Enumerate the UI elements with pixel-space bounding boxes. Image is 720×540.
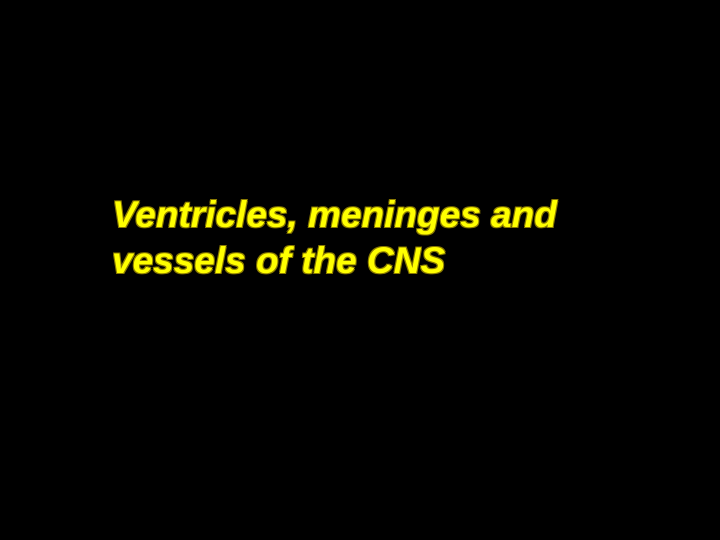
slide-title-line-1: Ventricles, meninges and [112,194,557,235]
slide-canvas: Ventricles, meninges and vessels of the … [0,0,720,540]
slide-title: Ventricles, meninges and vessels of the … [112,192,632,285]
slide-title-line-2: vessels of the CNS [112,240,445,281]
